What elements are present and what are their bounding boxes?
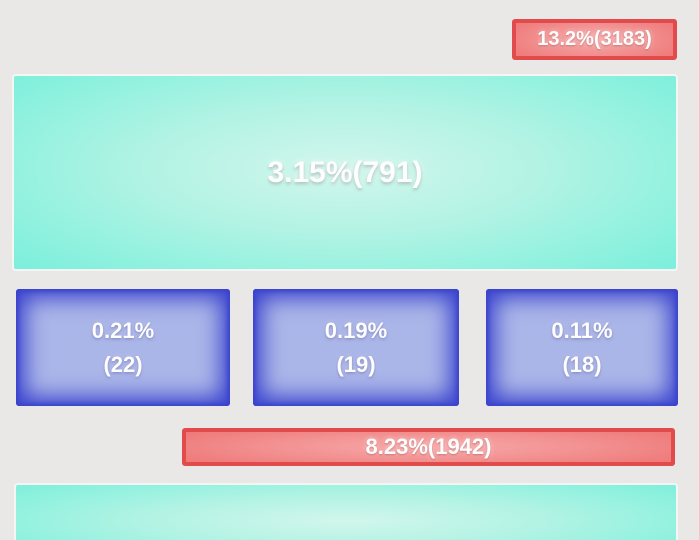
stat-tile-2-count: (19) (336, 351, 376, 377)
stat-block-hero-label: 3.15%(791) (267, 155, 423, 189)
stat-block-bottom-cutoff[interactable] (16, 485, 676, 540)
stat-block-hero[interactable]: 3.15%(791) (14, 76, 676, 269)
stat-tile-3-percent: 0.11% (551, 317, 613, 343)
stat-tile-3-count: (18) (562, 351, 602, 377)
stat-block-badge-label: 13.2%(3183) (537, 28, 652, 50)
stat-block-bar[interactable]: 8.23%(1942) (182, 428, 675, 466)
stat-tile-2[interactable]: 0.19% (19) (253, 289, 459, 406)
stat-tile-1[interactable]: 0.21% (22) (16, 289, 230, 406)
stat-tile-2-percent: 0.19% (324, 317, 388, 343)
stat-tile-1-percent: 0.21% (91, 317, 155, 343)
stat-block-badge[interactable]: 13.2%(3183) (512, 19, 677, 60)
stat-block-bar-label: 8.23%(1942) (365, 434, 492, 459)
stat-tile-1-count: (22) (103, 351, 143, 377)
stat-tile-3[interactable]: 0.11% (18) (486, 289, 678, 406)
